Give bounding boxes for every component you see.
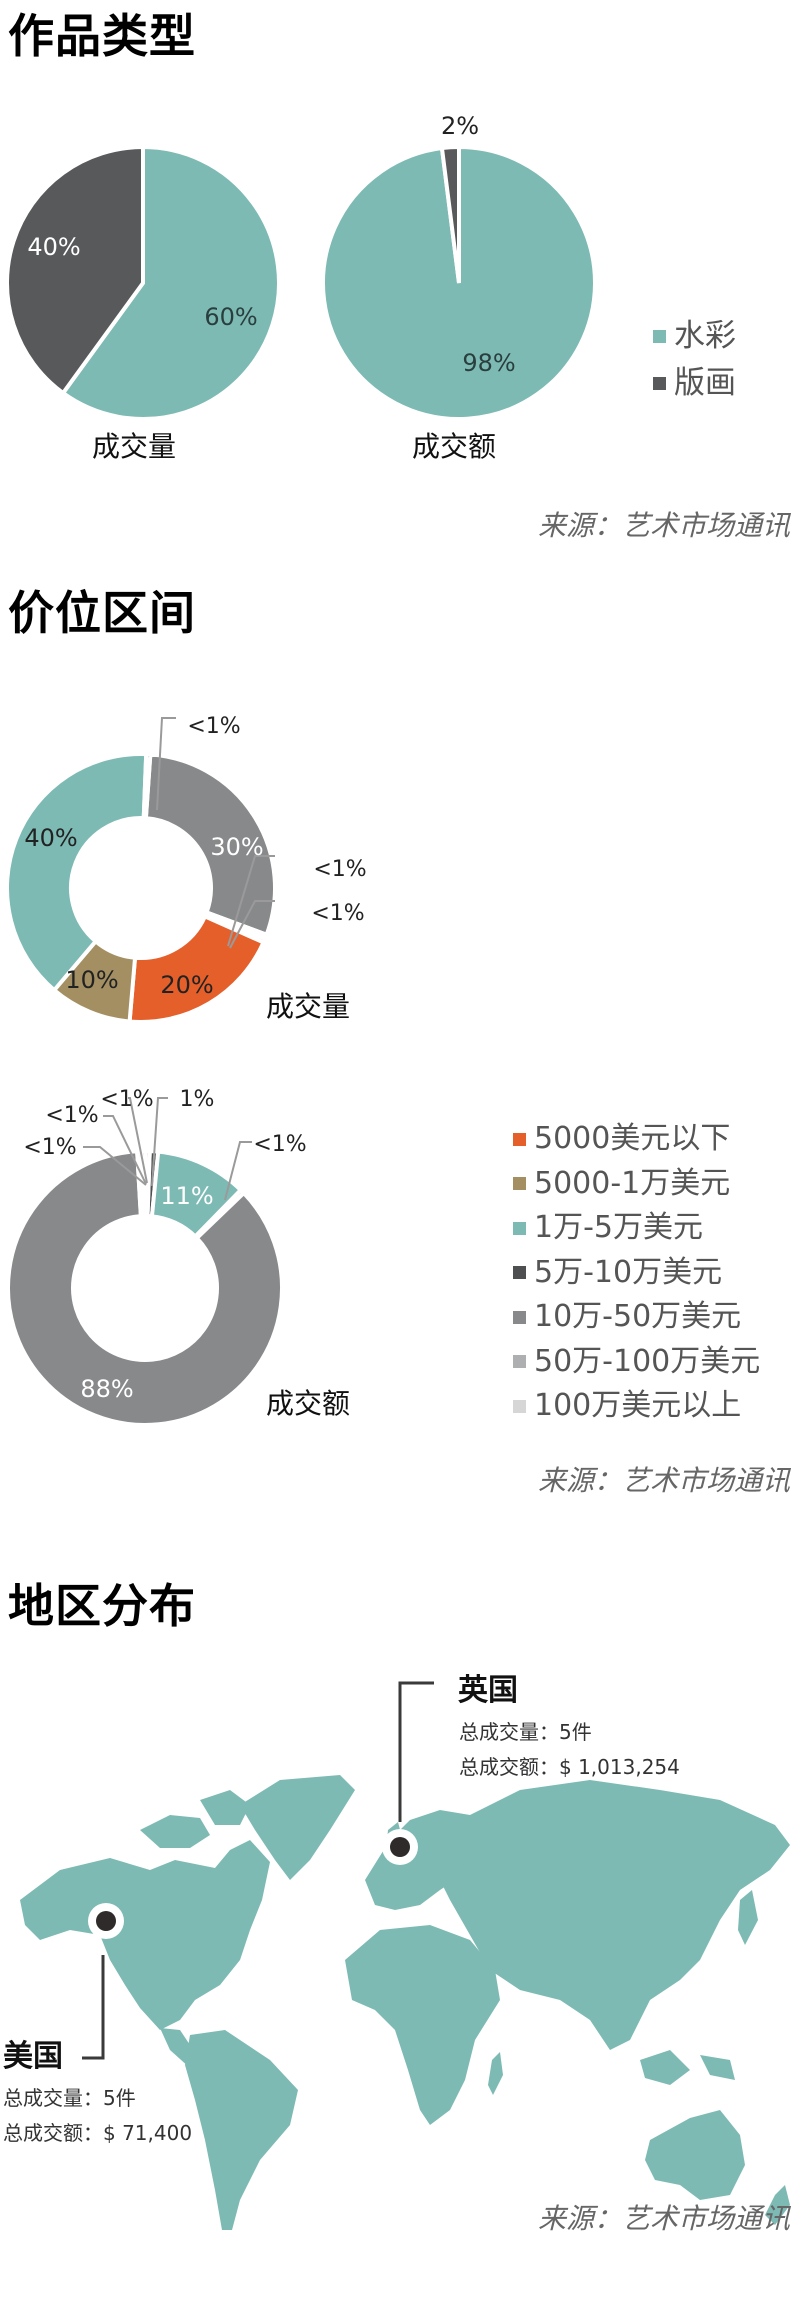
donut2-pct-lt1-c: <1% xyxy=(100,1087,154,1112)
donut1-pct-30: 30% xyxy=(210,833,264,861)
legend-label: 5000美元以下 xyxy=(534,1121,731,1156)
pie-slice xyxy=(141,752,153,821)
legend-label: 50万-100万美元 xyxy=(534,1343,761,1379)
us-callout-line xyxy=(82,1955,105,2060)
legend-swatch xyxy=(513,1355,526,1368)
donut1-pct-lt1-right2: <1% xyxy=(311,901,365,926)
uk-value-amount: $ 1,013,254 xyxy=(559,1755,680,1779)
continent-south-america xyxy=(185,2030,298,2230)
legend-label-watercolor: 水彩 xyxy=(674,318,736,354)
uk-volume-value: 5件 xyxy=(559,1720,592,1744)
legend-item: 5000美元以下 xyxy=(513,1124,730,1154)
donut1-pct-20: 20% xyxy=(160,971,214,999)
legend-swatch-print xyxy=(653,377,666,390)
us-value: 总成交额：$ 71,400 xyxy=(3,2123,192,2143)
donut2-caption: 成交额 xyxy=(266,1387,351,1420)
us-volume: 总成交量：5件 xyxy=(3,2088,136,2108)
section-heading-type: 作品类型 xyxy=(8,9,196,63)
legend-label: 1万-5万美元 xyxy=(534,1210,703,1245)
donut2-pct-lt1-right: <1% xyxy=(253,1132,307,1157)
section-heading-region: 地区分布 xyxy=(8,1579,196,1633)
pie-slice xyxy=(127,913,267,1024)
us-country-name: 美国 xyxy=(3,2039,63,2074)
donut2-pct-lt1-a: <1% xyxy=(23,1135,77,1160)
section-heading-price: 价位区间 xyxy=(8,586,196,640)
donut1-pct-10: 10% xyxy=(65,966,119,994)
legend-item: 50万-100万美元 xyxy=(513,1343,761,1379)
us-volume-label: 总成交量： xyxy=(3,2086,103,2110)
pie-slice xyxy=(5,144,145,396)
legend-swatch xyxy=(513,1310,526,1324)
pie-slice xyxy=(6,1149,285,1427)
donut2-leader-lines xyxy=(83,1097,252,1201)
pie1-print-pct: 40% xyxy=(27,233,81,261)
uk-value: 总成交额：$ 1,013,254 xyxy=(459,1757,680,1777)
source-note-type: 来源：艺术市场通讯 xyxy=(537,509,790,542)
legend-item-print: 版画 xyxy=(653,368,736,399)
legend-label: 5万-10万美元 xyxy=(534,1254,723,1290)
pie-chart-volume xyxy=(5,144,281,421)
pie-slice xyxy=(60,144,281,421)
donut2-pct-11: 11% xyxy=(160,1182,214,1210)
continent-africa xyxy=(345,1925,500,2125)
continent-greenland xyxy=(240,1775,355,1880)
continent-asia xyxy=(440,1780,790,2050)
legend-item-watercolor: 水彩 xyxy=(653,321,736,352)
legend-label: 10万-50万美元 xyxy=(534,1299,742,1334)
legend-swatch xyxy=(513,1399,526,1413)
source-note-price: 来源：艺术市场通讯 xyxy=(537,1464,790,1497)
us-volume-value: 5件 xyxy=(103,2086,136,2110)
pie-slice xyxy=(5,752,149,993)
continent-australia xyxy=(645,2110,745,2200)
legend-item: 5000-1万美元 xyxy=(513,1165,731,1201)
uk-pin-icon[interactable] xyxy=(390,1837,410,1857)
legend-swatch xyxy=(513,1266,526,1279)
legend-item: 1万-5万美元 xyxy=(513,1213,703,1243)
uk-volume: 总成交量：5件 xyxy=(459,1722,592,1742)
uk-value-label: 总成交额： xyxy=(459,1755,559,1779)
pie-slice xyxy=(439,144,461,284)
legend-swatch xyxy=(513,1177,526,1190)
legend-swatch xyxy=(513,1221,526,1235)
legend-item: 10万-50万美元 xyxy=(513,1302,741,1332)
donut1-pct-40: 40% xyxy=(24,824,78,852)
legend-label: 100万美元以上 xyxy=(534,1388,742,1423)
uk-volume-label: 总成交量： xyxy=(459,1720,559,1744)
legend-swatch-watercolor xyxy=(653,330,666,343)
donut2-pct-88: 88% xyxy=(80,1375,134,1403)
pie2-watercolor-pct: 98% xyxy=(462,349,516,377)
source-note-region: 来源：艺术市场通讯 xyxy=(537,2202,790,2235)
donut1-pct-lt1-top: <1% xyxy=(187,714,241,739)
donut-chart-value xyxy=(6,1148,285,1427)
legend-item: 5万-10万美元 xyxy=(513,1254,723,1290)
legend-item: 100万美元以上 xyxy=(513,1391,741,1421)
pie2-print-pct: 2% xyxy=(440,112,480,140)
donut1-caption: 成交量 xyxy=(266,990,351,1023)
us-value-label: 总成交额： xyxy=(3,2121,103,2145)
donut2-pct-1: 1% xyxy=(179,1087,215,1112)
pie1-caption: 成交量 xyxy=(92,430,177,463)
legend-swatch xyxy=(513,1132,526,1146)
continent-north-america xyxy=(20,1840,270,2030)
pie-chart-value xyxy=(321,144,597,421)
uk-callout-line xyxy=(398,1681,434,1822)
donut2-pct-lt1-b: <1% xyxy=(45,1103,99,1128)
pie2-caption: 成交额 xyxy=(412,430,497,463)
pie-slice xyxy=(143,1148,152,1219)
us-value-amount: $ 71,400 xyxy=(103,2121,193,2145)
legend-label: 5000-1万美元 xyxy=(534,1165,731,1201)
donut1-leader-lines xyxy=(156,717,275,949)
world-map xyxy=(20,1775,790,2230)
legend-label-print: 版画 xyxy=(674,365,736,401)
donut1-pct-lt1-right1: <1% xyxy=(313,857,367,882)
us-pin-icon[interactable] xyxy=(96,1911,116,1931)
uk-country-name: 英国 xyxy=(458,1673,518,1708)
donut-chart-volume xyxy=(5,752,277,1024)
pie1-watercolor-pct: 60% xyxy=(204,303,258,331)
pie-slice xyxy=(143,752,277,938)
continent-europe xyxy=(365,1810,480,1910)
